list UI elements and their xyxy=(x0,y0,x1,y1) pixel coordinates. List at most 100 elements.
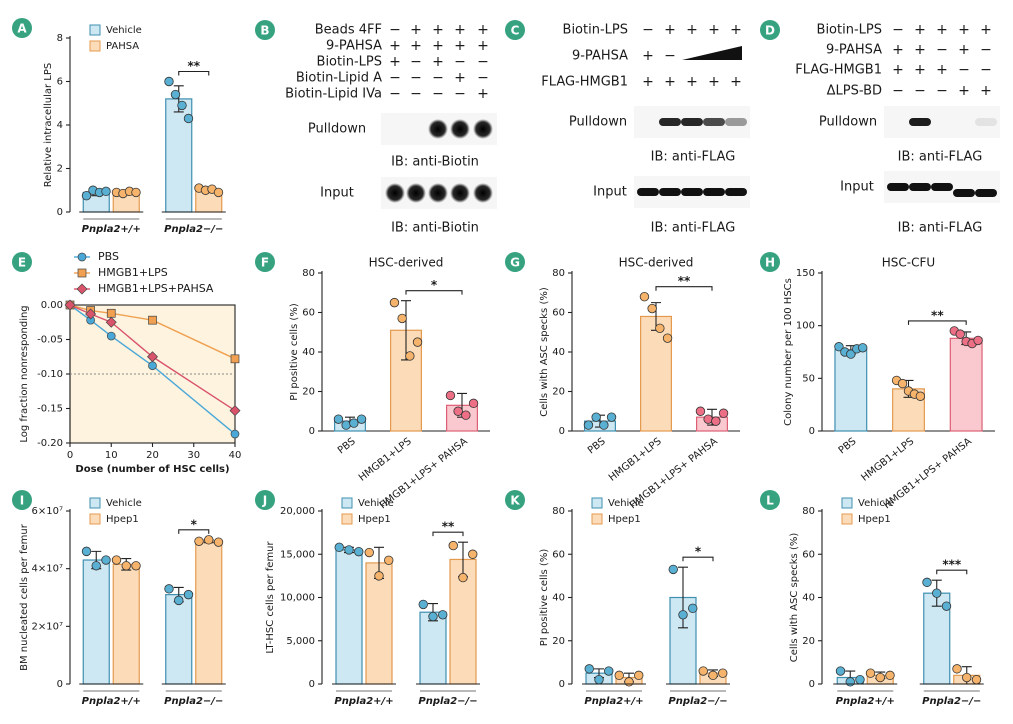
chart-title: HSC-derived xyxy=(619,256,694,270)
data-point xyxy=(170,89,181,100)
legend-label: Hpep1 xyxy=(858,514,891,525)
data-point xyxy=(858,343,868,353)
legend-swatch xyxy=(89,24,101,36)
data-point xyxy=(229,405,241,417)
y-tick-label: 0 xyxy=(559,426,565,437)
legend-swatch xyxy=(841,513,853,525)
data-point xyxy=(111,555,122,565)
data-point xyxy=(606,412,617,422)
data-point xyxy=(915,391,926,401)
data-point xyxy=(468,398,479,409)
legend-label: PBS xyxy=(98,250,119,263)
data-point xyxy=(703,414,713,424)
condition-sign: + xyxy=(664,74,676,90)
data-point xyxy=(64,299,76,311)
condition-label: 9-PAHSA xyxy=(326,39,382,54)
data-point xyxy=(230,354,240,364)
bar xyxy=(419,611,447,685)
legend-marker xyxy=(77,252,87,262)
data-point xyxy=(183,113,194,124)
significance-bracket xyxy=(432,531,464,537)
data-point xyxy=(105,316,117,328)
data-point xyxy=(91,561,101,571)
data-point xyxy=(428,611,438,622)
data-point xyxy=(106,308,116,318)
data-point xyxy=(845,677,855,687)
condition-sign: + xyxy=(432,38,444,54)
legend-marker xyxy=(76,283,88,295)
x-tick-label: PBS xyxy=(837,436,859,456)
y-tick-label: 8 xyxy=(57,33,63,44)
data-point xyxy=(356,414,367,424)
blot-band xyxy=(975,189,997,197)
blot-band xyxy=(953,189,975,197)
condition-sign: + xyxy=(958,22,970,38)
y-tick-label: 0 xyxy=(309,679,315,690)
bar xyxy=(112,563,140,685)
data-point xyxy=(835,666,846,676)
data-point xyxy=(374,571,384,581)
data-point xyxy=(973,335,983,346)
legend-label: HMGB1+LPS xyxy=(98,266,168,279)
data-point xyxy=(389,297,400,308)
data-point xyxy=(885,670,895,681)
y-tick-label: 0 xyxy=(57,207,63,218)
data-point xyxy=(204,535,214,545)
panel-letter: F xyxy=(261,256,269,270)
x-tick-label: 30 xyxy=(187,450,200,461)
data-point xyxy=(445,390,456,401)
legend-swatch xyxy=(341,497,353,509)
data-point xyxy=(461,410,471,420)
data-point xyxy=(344,545,354,555)
data-point xyxy=(594,674,604,685)
y-tick-label: 15,000 xyxy=(280,549,315,560)
data-point xyxy=(711,416,721,426)
blot-label: Pulldown xyxy=(819,115,877,130)
legend-label: Vehicle xyxy=(858,498,894,509)
panel-badge xyxy=(505,252,525,272)
significance-bracket xyxy=(178,529,210,534)
data-point xyxy=(453,406,463,416)
condition-sign: + xyxy=(730,74,742,90)
y-tick-label: 0 xyxy=(57,679,63,690)
y-tick-label: -0.05 xyxy=(37,335,63,346)
y-tick-label: 2 xyxy=(57,164,63,175)
condition-sign: − xyxy=(892,22,904,38)
data-point xyxy=(468,549,478,559)
significance-label: ** xyxy=(931,308,944,322)
condition-sign: − xyxy=(980,62,992,78)
data-point xyxy=(662,333,673,343)
data-point xyxy=(405,351,415,361)
condition-sign: + xyxy=(477,38,489,54)
y-tick-label: -0.15 xyxy=(37,404,63,415)
data-point xyxy=(177,100,187,111)
blot-band xyxy=(975,118,997,126)
condition-sign: − xyxy=(477,70,489,86)
y-tick-label: 20,000 xyxy=(280,506,315,517)
condition-sign: + xyxy=(389,54,401,70)
bar xyxy=(82,559,110,685)
panel-letter: I xyxy=(20,494,24,508)
condition-sign: + xyxy=(914,62,926,78)
legend-marker xyxy=(77,268,87,278)
y-axis-label: Cells with ASC specks (%) xyxy=(539,287,550,417)
condition-sign: + xyxy=(454,38,466,54)
panel-badge xyxy=(12,252,32,272)
y-tick-label: 100 xyxy=(796,321,815,332)
condition-label: Beads 4FF xyxy=(315,23,382,38)
condition-sign: + xyxy=(477,86,489,102)
y-tick-label: 0 xyxy=(309,426,315,437)
condition-sign: + xyxy=(980,22,992,38)
panel-badge xyxy=(12,18,32,38)
data-point xyxy=(418,599,428,610)
ib-label: IB: anti-FLAG xyxy=(898,150,983,165)
significance-label: * xyxy=(431,278,438,292)
blot-band xyxy=(428,183,448,203)
data-point xyxy=(583,420,594,430)
blot-band xyxy=(385,183,405,203)
data-point xyxy=(121,561,131,571)
y-tick-label: 40 xyxy=(552,593,565,604)
data-point xyxy=(624,677,634,687)
data-point xyxy=(647,303,657,314)
condition-sign: + xyxy=(389,38,401,54)
